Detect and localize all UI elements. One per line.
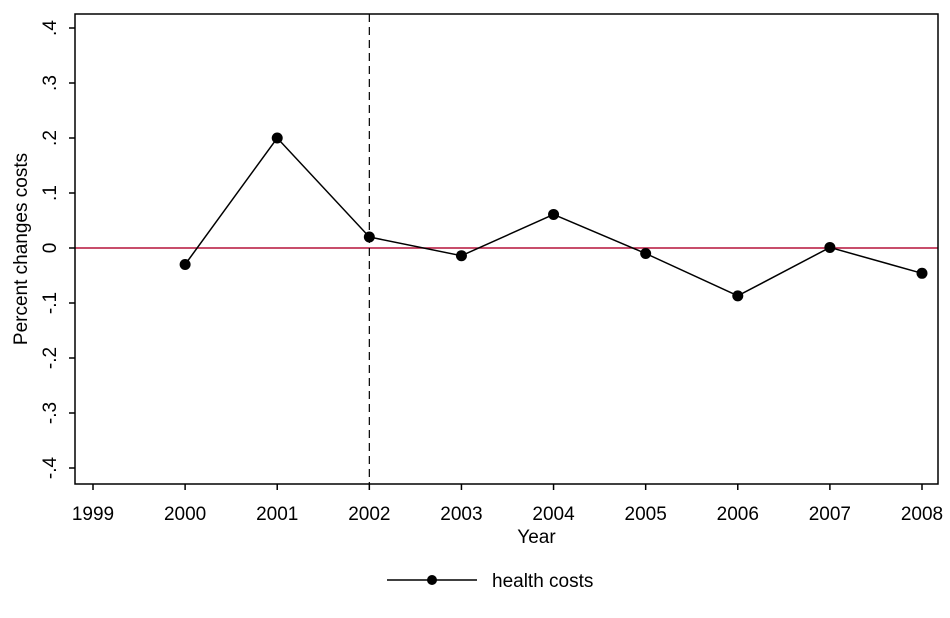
y-tick-label: .1	[40, 185, 61, 201]
y-tick-label: .4	[40, 20, 61, 36]
data-point	[916, 267, 928, 279]
x-tick-label: 2005	[625, 504, 667, 525]
x-tick-label: 2001	[256, 504, 298, 525]
data-point	[548, 208, 560, 220]
x-axis-ticks: 1999 2000 2001 2002 2003 2004 2005 2006 2007 2008	[72, 484, 943, 525]
x-tick-label: 2008	[901, 504, 943, 525]
y-tick-label: -.4	[40, 456, 61, 479]
y-tick-label: -.3	[40, 402, 61, 424]
data-point	[271, 132, 283, 144]
x-tick-label: 1999	[72, 504, 114, 525]
x-tick-label: 2004	[532, 504, 575, 525]
legend-label: health costs	[492, 571, 593, 592]
series-group	[179, 132, 928, 302]
y-tick-label: -.2	[40, 347, 61, 369]
data-point	[179, 259, 191, 270]
x-tick-label: 2006	[717, 504, 759, 525]
y-tick-label: .3	[40, 75, 61, 91]
y-tick-label: 0	[40, 243, 61, 254]
plot-frame	[74, 13, 939, 485]
x-tick-label: 2002	[348, 504, 390, 525]
reference-lines	[75, 14, 938, 484]
data-point	[640, 248, 652, 259]
data-point	[455, 250, 467, 262]
y-axis-ticks: -.4 -.3 -.2 -.1 0 .1 .2 .3 .4	[40, 20, 75, 479]
data-point	[732, 290, 744, 302]
legend: health costs	[387, 571, 593, 592]
x-tick-label: 2000	[164, 504, 206, 525]
x-tick-label: 2007	[809, 504, 851, 525]
data-point	[824, 241, 836, 253]
y-tick-label: .2	[40, 130, 61, 146]
data-point	[363, 231, 375, 243]
x-tick-label: 2003	[440, 504, 482, 525]
y-axis-title: Percent changes costs	[11, 153, 32, 345]
legend-marker-sample	[427, 575, 437, 585]
x-axis-title: Year	[517, 527, 556, 548]
y-tick-label: -.1	[40, 292, 61, 314]
